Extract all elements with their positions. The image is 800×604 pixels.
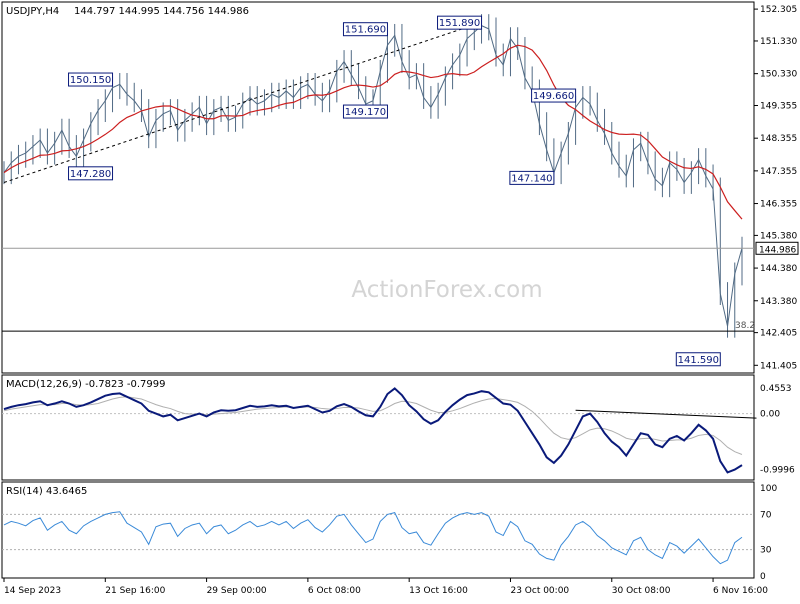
price-annotation-label: 151.690	[345, 25, 386, 36]
price-panel-frame	[1, 1, 755, 374]
time-axis-tick-label: 23 Oct 00:00	[510, 586, 569, 596]
price-axis-tick-label: 142.405	[760, 329, 797, 339]
time-axis-tick-label: 13 Oct 16:00	[409, 586, 468, 596]
macd-layer	[2, 387, 757, 474]
macd-line	[3, 387, 743, 474]
price-layer: 38.2 150.150 147.280 151.690 149.170 151.890 1…	[2, 14, 755, 367]
price-annotation-box	[342, 104, 388, 119]
price-annotation-box	[68, 72, 114, 87]
rsi-axis-tick-label: 100	[760, 484, 777, 494]
time-axis-tick-label: 14 Sep 2023	[4, 586, 61, 596]
macd-signal-line	[3, 396, 743, 455]
price-annotation-label: 149.660	[533, 91, 574, 102]
price-axis-tick-label: 150.330	[760, 70, 797, 80]
time-axis-tick-label: 6 Oct 08:00	[308, 586, 361, 596]
price-axis-tick-label: 147.355	[760, 167, 797, 177]
price-annotation-label: 147.140	[511, 173, 552, 184]
price-annotation-label: 151.890	[439, 18, 480, 29]
price-annotation-label: 141.590	[678, 355, 719, 366]
time-axis-tick-label: 29 Sep 00:00	[207, 586, 267, 596]
rsi-panel-frame	[1, 481, 755, 579]
rsi-line	[3, 511, 743, 565]
time-axis-tick-label: 21 Sep 16:00	[105, 586, 165, 596]
symbol-timeframe: USDJPY,H4	[6, 6, 59, 17]
macd-title: MACD(12,26,9) -0.7823 -0.7999	[6, 379, 166, 390]
time-axis-tick-label: 30 Oct 08:00	[612, 586, 671, 596]
price-axis-tick-label: 145.380	[760, 231, 797, 241]
price-axis-tick-label: 152.305	[760, 5, 797, 15]
current-price-tag	[755, 241, 799, 255]
rsi-axis-tick-label: 70	[760, 510, 772, 520]
price-axis-tick-label: 141.405	[760, 361, 797, 371]
price-annotation-box	[675, 352, 721, 367]
price-annotation-box	[531, 88, 577, 103]
price-axis-tick-label: 144.380	[760, 264, 797, 274]
price-annotation-box	[437, 15, 483, 30]
macd-axis-tick-label: -0.9996	[760, 466, 795, 476]
price-annotation-box	[509, 170, 555, 185]
moving-average-line	[3, 44, 743, 220]
rsi-layer	[2, 511, 754, 565]
ohlc-values: 144.797 144.995 144.756 144.986	[74, 6, 249, 17]
current-price-tag-label: 144.986	[759, 245, 796, 255]
retracement-label: 38.2	[735, 321, 755, 331]
axis-layer: 152.305 151.330 150.330 149.355 148.355 147.3…	[3, 5, 799, 596]
rsi-title: RSI(14) 43.6465	[6, 486, 87, 497]
price-annotation-label: 147.280	[70, 169, 111, 180]
macd-axis-tick-label: 0.4553	[760, 384, 792, 394]
price-axis-tick-label: 148.355	[760, 134, 797, 144]
rsi-axis-tick-label: 30	[760, 546, 772, 556]
macd-trendline	[575, 409, 757, 419]
price-annotation-box	[342, 22, 388, 37]
price-axis-tick-label: 149.355	[760, 102, 797, 112]
rsi-axis-tick-label: 0	[760, 572, 766, 582]
time-axis-tick-label: 6 Nov 16:00	[713, 586, 768, 596]
price-trendline	[3, 21, 482, 183]
watermark: ActionForex.com	[351, 277, 542, 303]
price-axis-tick-label: 146.355	[760, 200, 797, 210]
macd-axis-tick-label: 0.00	[760, 410, 780, 420]
price-annotation-label: 149.170	[345, 107, 386, 118]
price-annotation-box	[68, 166, 114, 181]
macd-panel-frame	[1, 374, 755, 481]
price-annotation-label: 150.150	[70, 75, 111, 86]
price-axis-tick-label: 151.330	[760, 37, 797, 47]
price-axis-tick-label: 143.380	[760, 297, 797, 307]
price-line	[3, 25, 743, 327]
